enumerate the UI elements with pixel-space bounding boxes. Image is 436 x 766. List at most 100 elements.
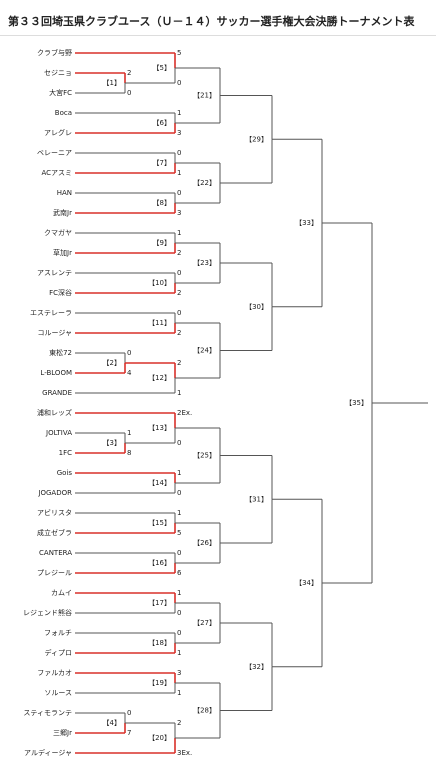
team-name: CANTERA <box>39 549 72 557</box>
team-name: アレグレ <box>44 128 72 137</box>
score: 1 <box>177 509 181 517</box>
team-name: 草加Jr <box>53 248 72 257</box>
match-label: 【21】 <box>193 92 216 100</box>
score: 5 <box>177 529 181 537</box>
match-label: 【17】 <box>148 599 171 607</box>
team-name: Boca <box>55 109 72 117</box>
score: 2 <box>177 359 181 367</box>
score: 2 <box>177 249 181 257</box>
page-title: 第３３回埼玉県クラブユース（Ｕ－１４）サッカー選手権大会決勝トーナメント表 <box>0 0 436 36</box>
score: 1 <box>177 589 181 597</box>
score: 0 <box>177 489 181 497</box>
team-name: アビリスタ <box>37 508 72 517</box>
score: 1 <box>177 229 181 237</box>
team-name: Gois <box>57 469 73 477</box>
score: 1 <box>177 649 181 657</box>
score: 0 <box>177 439 181 447</box>
match-label: 【13】 <box>148 424 171 432</box>
score: 1 <box>177 389 181 397</box>
match-label: 【22】 <box>193 179 216 187</box>
team-name: JOLTIVA <box>45 429 72 437</box>
score: 3Ex. <box>177 749 192 757</box>
team-name: エステレーラ <box>30 309 72 317</box>
match-label: 【18】 <box>148 639 171 647</box>
team-name: クラブ与野 <box>37 48 72 57</box>
team-name: カムイ <box>51 589 72 597</box>
score: 3 <box>177 669 181 677</box>
team-name: JOGADOR <box>37 489 72 497</box>
match-label: 【26】 <box>193 539 216 547</box>
team-name: アスレンテ <box>37 269 72 277</box>
score: 2 <box>177 289 181 297</box>
team-name: プレジール <box>37 569 72 577</box>
team-name: 東松72 <box>49 348 72 357</box>
match-label: 【20】 <box>148 734 171 742</box>
team-name: クマガヤ <box>44 228 72 237</box>
team-name: 1FC <box>59 449 72 457</box>
score: 0 <box>127 349 131 357</box>
match-label: 【35】 <box>345 399 368 407</box>
team-name: 大宮FC <box>49 88 72 97</box>
team-name: 三郷Jr <box>53 728 72 737</box>
match-label: 【7】 <box>153 159 171 167</box>
match-label: 【5】 <box>153 64 171 72</box>
team-name: スティモランテ <box>23 709 72 717</box>
score: 4 <box>127 369 132 377</box>
team-name: FC深谷 <box>49 288 72 297</box>
score: 1 <box>177 469 181 477</box>
match-label: 【16】 <box>148 559 171 567</box>
team-name: L-BLOOM <box>40 369 72 377</box>
score: 0 <box>177 79 181 87</box>
match-label: 【14】 <box>148 479 171 487</box>
score: 5 <box>177 49 181 57</box>
score: 1 <box>127 429 131 437</box>
score: 2Ex. <box>177 409 192 417</box>
team-name: アルディージャ <box>24 748 72 757</box>
team-name: HAN <box>57 189 72 197</box>
score: 0 <box>177 609 181 617</box>
match-label: 【34】 <box>295 579 318 587</box>
team-name: 成立ゼブラ <box>37 528 72 537</box>
score: 2 <box>127 69 131 77</box>
team-name: GRANDE <box>42 389 72 397</box>
match-label: 【32】 <box>245 663 268 671</box>
match-label: 【3】 <box>103 439 121 447</box>
match-label: 【2】 <box>103 359 121 367</box>
score: 0 <box>177 309 181 317</box>
team-name: ファルカオ <box>37 669 72 677</box>
match-label: 【24】 <box>193 347 216 355</box>
match-label: 【27】 <box>193 619 216 627</box>
score: 2 <box>177 329 181 337</box>
score: 0 <box>177 149 181 157</box>
team-name: ディプロ <box>44 648 72 657</box>
score: 0 <box>127 709 131 717</box>
team-name: フォルチ <box>44 629 72 637</box>
match-label: 【6】 <box>153 119 171 127</box>
team-name: 浦和レッズ <box>37 408 72 417</box>
match-label: 【25】 <box>193 452 216 460</box>
team-name: 武南Jr <box>53 208 72 217</box>
match-label: 【33】 <box>295 219 318 227</box>
score: 0 <box>177 269 181 277</box>
score: 3 <box>177 129 181 137</box>
score: 0 <box>177 189 181 197</box>
score: 8 <box>127 449 131 457</box>
score: 0 <box>177 629 181 637</box>
score: 1 <box>177 109 181 117</box>
score: 7 <box>127 729 131 737</box>
match-label: 【30】 <box>245 303 268 311</box>
score: 0 <box>177 549 181 557</box>
match-label: 【9】 <box>153 239 171 247</box>
team-name: ACアスミ <box>41 169 72 177</box>
team-name: ベレーニア <box>37 149 72 157</box>
match-label: 【8】 <box>153 199 171 207</box>
match-label: 【12】 <box>148 374 171 382</box>
team-name: セジニョ <box>44 69 72 77</box>
match-label: 【28】 <box>193 707 216 715</box>
match-label: 【23】 <box>193 259 216 267</box>
score: 1 <box>177 169 181 177</box>
team-name: ソルース <box>44 689 72 697</box>
match-label: 【10】 <box>148 279 171 287</box>
